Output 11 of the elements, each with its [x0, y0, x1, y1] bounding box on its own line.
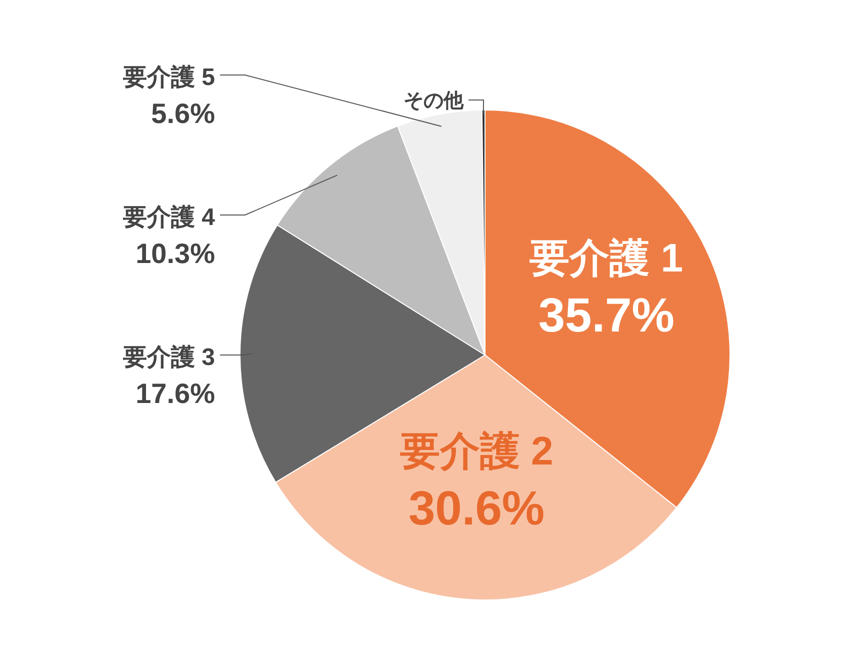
data-label: 35.7%	[538, 289, 674, 342]
data-label: 10.3%	[136, 238, 216, 269]
slice-label: 要介護 5	[122, 64, 215, 91]
data-label: 30.6%	[408, 482, 545, 536]
slice-label: その他	[403, 90, 464, 112]
data-label: 17.6%	[136, 378, 216, 409]
slice-label: 要介護 4	[122, 204, 216, 231]
slice-label: 要介護 1	[530, 236, 684, 280]
slice-label: 要介護 2	[400, 429, 554, 474]
slice-label: 要介護 3	[122, 344, 215, 371]
data-label: 5.6%	[151, 98, 216, 129]
